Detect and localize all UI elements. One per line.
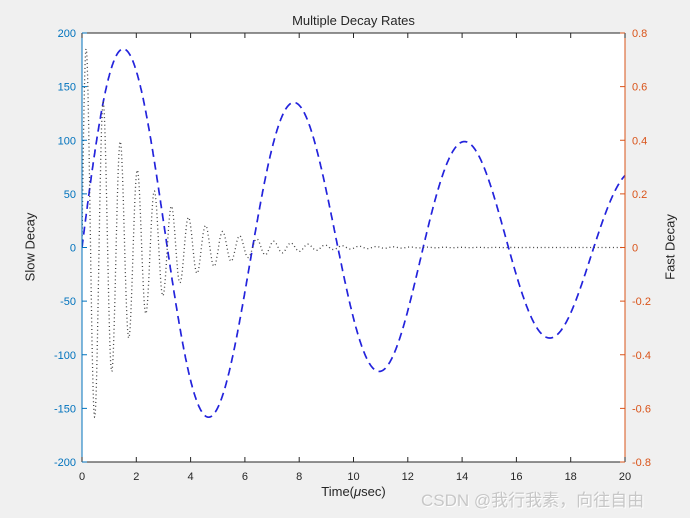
right-tick-label: 0.4 xyxy=(632,135,647,147)
x-tick-label: 0 xyxy=(79,471,85,483)
x-tick-label: 18 xyxy=(565,471,577,483)
left-tick-label: 150 xyxy=(58,82,76,94)
x-tick-label: 16 xyxy=(510,471,522,483)
fast-decay-series-line xyxy=(82,48,625,419)
right-tick-label: 0 xyxy=(632,243,638,255)
x-tick-label: 12 xyxy=(402,471,414,483)
right-tick-label: -0.8 xyxy=(632,457,651,469)
left-tick-label: 0 xyxy=(70,243,76,255)
x-tick-label: 10 xyxy=(347,471,359,483)
x-axis-label-post: sec) xyxy=(361,484,386,499)
plot-area xyxy=(82,33,625,462)
csdn-watermark: CSDN @我行我素，向往自由 xyxy=(421,491,645,510)
chart-title: Multiple Decay Rates xyxy=(292,13,415,28)
x-axis-label: Time(μsec) xyxy=(82,484,625,499)
x-tick-label: 4 xyxy=(188,471,194,483)
x-tick-label: 14 xyxy=(456,471,468,483)
left-tick-label: -150 xyxy=(54,403,76,415)
left-y-axis-label: Slow Decay xyxy=(22,212,38,282)
left-tick-label: 100 xyxy=(58,135,76,147)
right-tick-label: 0.8 xyxy=(632,28,647,40)
left-tick-label: 200 xyxy=(58,28,76,40)
x-axis-label-pre: Time( xyxy=(321,484,355,499)
x-axis-label-mu: μ xyxy=(354,484,362,499)
right-tick-label: -0.2 xyxy=(632,296,651,308)
x-tick-label: 6 xyxy=(242,471,248,483)
right-tick-label: 0.6 xyxy=(632,82,647,94)
left-tick-label: 50 xyxy=(64,189,76,201)
right-tick-label: -0.4 xyxy=(632,350,651,362)
right-y-axis-label: Fast Decay xyxy=(662,214,678,280)
right-tick-label: -0.6 xyxy=(632,403,651,415)
slow-decay-series-line xyxy=(82,48,625,419)
x-tick-label: 8 xyxy=(296,471,302,483)
right-tick-label: 0.2 xyxy=(632,189,647,201)
left-tick-label: -100 xyxy=(54,350,76,362)
x-tick-label: 2 xyxy=(133,471,139,483)
left-tick-label: -50 xyxy=(60,296,76,308)
left-tick-label: -200 xyxy=(54,457,76,469)
x-tick-label: 20 xyxy=(619,471,631,483)
